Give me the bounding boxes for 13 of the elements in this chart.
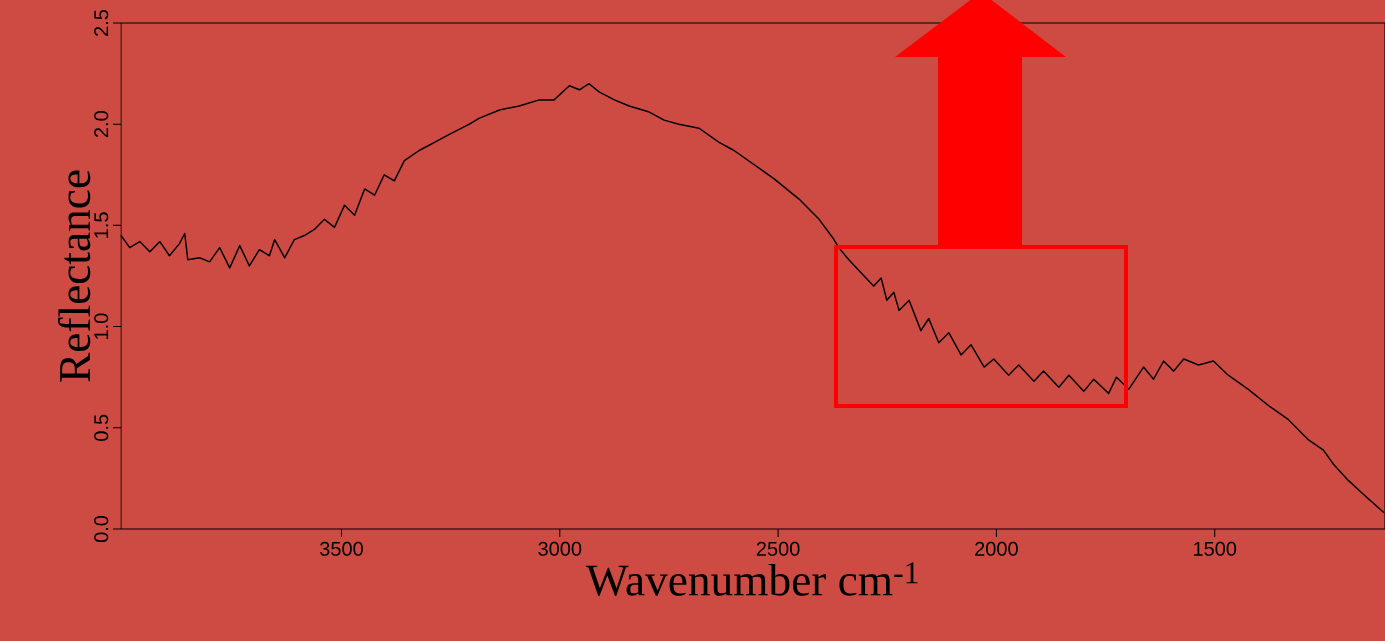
y-tick-label: 2.5: [94, 9, 109, 36]
y-tick-label: 2.0: [94, 111, 109, 138]
x-tick-label: 2000: [975, 541, 1018, 556]
x-tick-label: 1500: [1193, 541, 1237, 556]
y-tick-label: 1.0: [94, 313, 109, 339]
x-tick-label: 3500: [319, 541, 363, 556]
y-tick-label: 0.0: [94, 515, 109, 543]
x-axis-title: Wavenumber cm$^{-1}$: [585, 562, 918, 597]
y-tick-label: 0.5: [94, 414, 109, 441]
x-tick-label: 3000: [538, 541, 582, 556]
x-tick-label: 2500: [756, 541, 800, 556]
y-axis-title: Reflectance: [57, 170, 91, 382]
y-tick-label: 1.5: [94, 212, 109, 238]
